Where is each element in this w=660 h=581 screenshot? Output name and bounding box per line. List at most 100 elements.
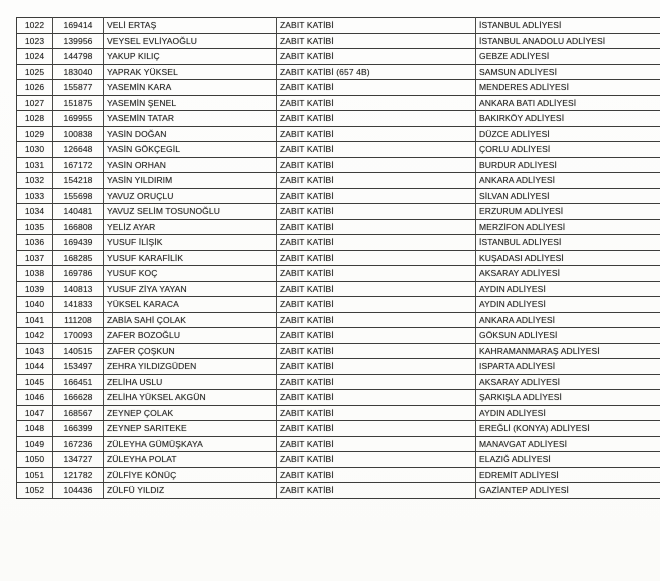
- cell-row-number: 1024: [16, 48, 53, 65]
- cell-courthouse: AKSARAY ADLİYESİ: [475, 265, 660, 282]
- cell-person-name: ZELİHA USLU: [103, 373, 277, 390]
- cell-registry-number: 154218: [52, 172, 104, 189]
- cell-registry-number: 100838: [52, 125, 104, 142]
- cell-courthouse: AYDIN ADLİYESİ: [475, 296, 660, 313]
- cell-registry-number: 141833: [52, 296, 104, 313]
- cell-person-name: ZÜLEYHA GÜMÜŞKAYA: [103, 435, 277, 452]
- cell-person-name: YÜKSEL KARACA: [103, 296, 277, 313]
- table-row: 1031 167172 YASİN ORHAN ZABIT KATİBİ BUR…: [16, 156, 660, 173]
- cell-registry-number: 134727: [52, 451, 104, 468]
- cell-row-number: 1047: [16, 404, 53, 421]
- cell-registry-number: 167172: [52, 156, 104, 173]
- cell-row-number: 1045: [16, 373, 53, 390]
- cell-registry-number: 139956: [52, 32, 104, 49]
- table-row: 1027 151875 YASEMİN ŞENEL ZABIT KATİBİ A…: [16, 94, 660, 111]
- cell-row-number: 1027: [16, 94, 53, 111]
- table-row: 1032 154218 YASİN YILDIRIM ZABIT KATİBİ …: [16, 172, 660, 189]
- cell-person-name: ZEYNEP SARITEKE: [103, 420, 277, 437]
- cell-title: ZABIT KATİBİ: [276, 172, 476, 189]
- cell-courthouse: İSTANBUL ADLİYESİ: [475, 17, 660, 34]
- cell-title: ZABIT KATİBİ: [276, 373, 476, 390]
- table-row: 1042 170093 ZAFER BOZOĞLU ZABIT KATİBİ G…: [16, 327, 660, 344]
- cell-title: ZABIT KATİBİ: [276, 32, 476, 49]
- cell-person-name: YASİN ORHAN: [103, 156, 277, 173]
- cell-registry-number: 140481: [52, 203, 104, 220]
- cell-person-name: ZÜLFÜ YILDIZ: [103, 482, 277, 499]
- cell-person-name: ZABİA SAHİ ÇOLAK: [103, 311, 277, 328]
- cell-person-name: YUSUF KARAFİLİK: [103, 249, 277, 266]
- cell-courthouse: BAKIRKÖY ADLİYESİ: [475, 110, 660, 127]
- cell-registry-number: 170093: [52, 327, 104, 344]
- cell-row-number: 1036: [16, 234, 53, 251]
- cell-courthouse: SAMSUN ADLİYESİ: [475, 63, 660, 80]
- cell-title: ZABIT KATİBİ: [276, 435, 476, 452]
- table-row: 1028 169955 YASEMİN TATAR ZABIT KATİBİ B…: [16, 110, 660, 127]
- cell-title: ZABIT KATİBİ: [276, 187, 476, 204]
- cell-courthouse: GAZİANTEP ADLİYESİ: [475, 482, 660, 499]
- table-row: 1048 166399 ZEYNEP SARITEKE ZABIT KATİBİ…: [16, 420, 660, 437]
- cell-person-name: YASİN DOĞAN: [103, 125, 277, 142]
- cell-person-name: YAPRAK YÜKSEL: [103, 63, 277, 80]
- table-row: 1025 183040 YAPRAK YÜKSEL ZABIT KATİBİ (…: [16, 63, 660, 80]
- table-row: 1036 169439 YUSUF İLİŞİK ZABIT KATİBİ İS…: [16, 234, 660, 251]
- cell-person-name: ZEYNEP ÇOLAK: [103, 404, 277, 421]
- cell-title: ZABIT KATİBİ: [276, 482, 476, 499]
- cell-registry-number: 155877: [52, 79, 104, 96]
- cell-row-number: 1031: [16, 156, 53, 173]
- table-row: 1040 141833 YÜKSEL KARACA ZABIT KATİBİ A…: [16, 296, 660, 313]
- table-body: 1022 169414 VELİ ERTAŞ ZABIT KATİBİ İSTA…: [16, 17, 660, 499]
- cell-row-number: 1049: [16, 435, 53, 452]
- table-row: 1029 100838 YASİN DOĞAN ZABIT KATİBİ DÜZ…: [16, 125, 660, 142]
- cell-title: ZABIT KATİBİ: [276, 249, 476, 266]
- cell-courthouse: İSTANBUL ADLİYESİ: [475, 234, 660, 251]
- cell-row-number: 1032: [16, 172, 53, 189]
- cell-registry-number: 155698: [52, 187, 104, 204]
- cell-person-name: YUSUF İLİŞİK: [103, 234, 277, 251]
- cell-person-name: YAVUZ ORUÇLU: [103, 187, 277, 204]
- cell-courthouse: İSTANBUL ANADOLU ADLİYESİ: [475, 32, 660, 49]
- cell-person-name: ZÜLEYHA POLAT: [103, 451, 277, 468]
- cell-row-number: 1029: [16, 125, 53, 142]
- cell-courthouse: AYDIN ADLİYESİ: [475, 280, 660, 297]
- cell-person-name: ZAFER ÇOŞKUN: [103, 342, 277, 359]
- cell-courthouse: SİLVAN ADLİYESİ: [475, 187, 660, 204]
- table-row: 1051 121782 ZÜLFİYE KÖNÜÇ ZABIT KATİBİ E…: [16, 466, 660, 483]
- cell-courthouse: MERZİFON ADLİYESİ: [475, 218, 660, 235]
- cell-courthouse: MENDERES ADLİYESİ: [475, 79, 660, 96]
- table-row: 1045 166451 ZELİHA USLU ZABIT KATİBİ AKS…: [16, 373, 660, 390]
- cell-row-number: 1040: [16, 296, 53, 313]
- table-row: 1047 168567 ZEYNEP ÇOLAK ZABIT KATİBİ AY…: [16, 404, 660, 421]
- table-row: 1038 169786 YUSUF KOÇ ZABIT KATİBİ AKSAR…: [16, 265, 660, 282]
- cell-courthouse: KAHRAMANMARAŞ ADLİYESİ: [475, 342, 660, 359]
- cell-person-name: YASİN YILDIRIM: [103, 172, 277, 189]
- cell-title: ZABIT KATİBİ: [276, 234, 476, 251]
- cell-row-number: 1035: [16, 218, 53, 235]
- cell-row-number: 1051: [16, 466, 53, 483]
- table-row: 1022 169414 VELİ ERTAŞ ZABIT KATİBİ İSTA…: [16, 17, 660, 34]
- table-row: 1039 140813 YUSUF ZİYA YAYAN ZABIT KATİB…: [16, 280, 660, 297]
- cell-person-name: ZEHRA YILDIZGÜDEN: [103, 358, 277, 375]
- cell-person-name: ZELİHA YÜKSEL AKGÜN: [103, 389, 277, 406]
- cell-row-number: 1046: [16, 389, 53, 406]
- cell-courthouse: ELAZIĞ ADLİYESİ: [475, 451, 660, 468]
- cell-title: ZABIT KATİBİ (657 4B): [276, 63, 476, 80]
- cell-title: ZABIT KATİBİ: [276, 141, 476, 158]
- cell-row-number: 1052: [16, 482, 53, 499]
- cell-registry-number: 111208: [52, 311, 104, 328]
- cell-title: ZABIT KATİBİ: [276, 218, 476, 235]
- cell-title: ZABIT KATİBİ: [276, 203, 476, 220]
- cell-person-name: ZAFER BOZOĞLU: [103, 327, 277, 344]
- cell-registry-number: 104436: [52, 482, 104, 499]
- cell-row-number: 1043: [16, 342, 53, 359]
- cell-title: ZABIT KATİBİ: [276, 94, 476, 111]
- table-row: 1030 126648 YASİN GÖKÇEGİL ZABIT KATİBİ …: [16, 141, 660, 158]
- cell-row-number: 1028: [16, 110, 53, 127]
- cell-registry-number: 166628: [52, 389, 104, 406]
- cell-row-number: 1041: [16, 311, 53, 328]
- table-row: 1043 140515 ZAFER ÇOŞKUN ZABIT KATİBİ KA…: [16, 342, 660, 359]
- cell-person-name: YUSUF KOÇ: [103, 265, 277, 282]
- table-row: 1023 139956 VEYSEL EVLİYAOĞLU ZABIT KATİ…: [16, 32, 660, 49]
- cell-person-name: YASEMİN TATAR: [103, 110, 277, 127]
- cell-row-number: 1025: [16, 63, 53, 80]
